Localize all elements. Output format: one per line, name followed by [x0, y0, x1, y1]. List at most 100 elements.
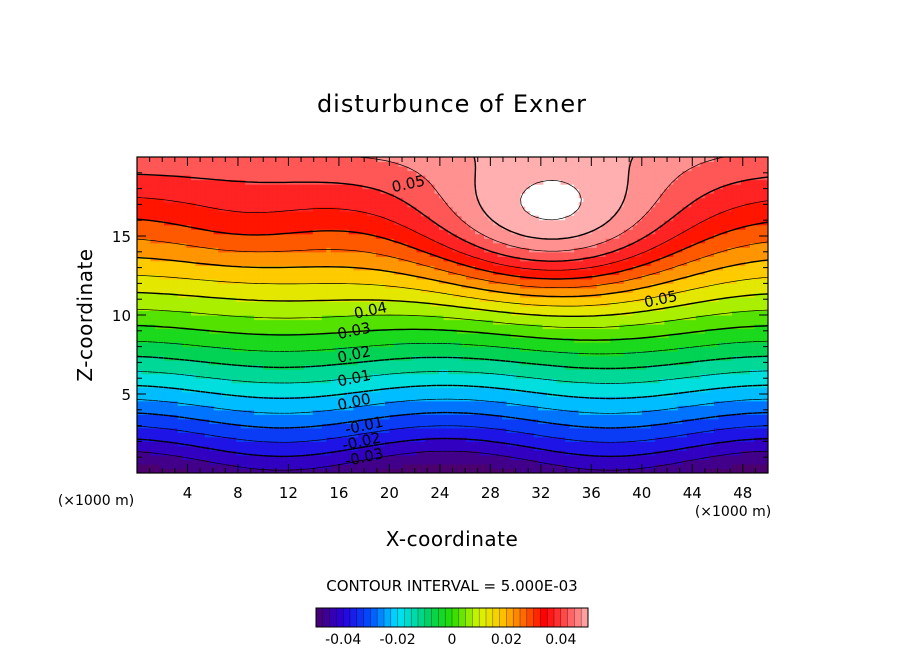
contour-cell	[137, 206, 143, 212]
contour-cell	[303, 301, 309, 307]
contour-cell	[245, 292, 251, 298]
contour-cell	[227, 441, 233, 447]
contour-cell	[173, 427, 179, 433]
contour-cell	[254, 260, 260, 266]
contour-cell	[384, 468, 390, 473]
contour-cell	[272, 278, 278, 284]
contour-cell	[168, 459, 174, 465]
contour-cell	[357, 346, 363, 352]
contour-cell	[393, 292, 400, 298]
contour-cell	[339, 166, 345, 172]
contour-cell	[326, 418, 332, 424]
contour-cell	[312, 224, 318, 230]
contour-cell	[447, 242, 454, 248]
contour-cell	[141, 175, 147, 181]
contour-cell	[294, 301, 300, 307]
contour-cell	[344, 274, 350, 280]
contour-cell	[240, 360, 246, 366]
contour-cell	[447, 468, 454, 473]
contour-cell	[150, 463, 156, 470]
contour-cell	[272, 324, 278, 330]
contour-cell	[353, 373, 359, 379]
contour-cell	[218, 251, 224, 257]
contour-cell	[272, 301, 278, 307]
contour-cell	[263, 238, 269, 244]
contour-cell	[281, 454, 287, 461]
contour-cell	[398, 454, 404, 461]
contour-cell	[375, 351, 381, 357]
contour-cell	[164, 265, 170, 271]
contour-cell	[240, 292, 246, 298]
contour-cell	[348, 436, 354, 442]
contour-cell	[254, 274, 260, 280]
contour-cell	[177, 188, 183, 194]
contour-cell	[209, 157, 215, 163]
contour-cell	[371, 373, 377, 379]
contour-cell	[308, 468, 314, 473]
contour-cell	[344, 409, 350, 415]
contour-cell	[213, 170, 219, 176]
contour-cell	[348, 459, 354, 465]
contour-cell	[240, 229, 246, 235]
contour-cell	[258, 355, 264, 361]
contour-cell	[146, 179, 152, 185]
contour-cell	[438, 405, 445, 411]
contour-cell	[195, 391, 201, 397]
contour-cell	[191, 256, 197, 262]
contour-cell	[263, 463, 269, 470]
contour-cell	[209, 405, 215, 411]
contour-cell	[263, 450, 269, 456]
contour-cell	[227, 166, 233, 172]
contour-cell	[375, 315, 381, 321]
contour-cell	[267, 319, 273, 325]
contour-cell	[164, 224, 170, 230]
contour-cell	[209, 301, 215, 307]
contour-cell	[416, 405, 422, 411]
contour-cell	[366, 238, 372, 244]
contour-cell	[308, 355, 314, 361]
contour-cell	[191, 396, 197, 402]
contour-cell	[267, 432, 273, 438]
contour-cell	[330, 260, 336, 266]
contour-cell	[434, 274, 440, 280]
contour-cell	[362, 396, 368, 402]
contour-cell	[407, 396, 413, 402]
contour-cell	[281, 432, 287, 438]
contour-cell	[438, 360, 445, 366]
contour-cell	[443, 211, 449, 217]
contour-cell	[348, 224, 354, 230]
contour-cell	[209, 193, 215, 199]
contour-cell	[362, 378, 368, 384]
contour-field	[137, 157, 768, 473]
contour-cell	[155, 247, 161, 253]
contour-cell	[146, 287, 152, 294]
contour-cell	[317, 360, 323, 366]
contour-cell	[200, 292, 206, 298]
contour-cell	[200, 287, 206, 294]
contour-cell	[231, 211, 237, 217]
contour-cell	[254, 414, 260, 420]
contour-cell	[312, 405, 318, 411]
contour-cell	[429, 333, 436, 339]
contour-cell	[362, 400, 368, 406]
contour-cell	[186, 197, 192, 203]
contour-cell	[222, 220, 228, 226]
contour-cell	[321, 400, 327, 406]
contour-cell	[137, 157, 143, 163]
contour-cell	[339, 468, 345, 473]
contour-cell	[362, 391, 368, 397]
contour-cell	[303, 238, 309, 244]
contour-cell	[173, 220, 179, 226]
contour-cell	[164, 292, 170, 298]
contour-cell	[173, 400, 179, 406]
contour-cell	[245, 463, 251, 470]
contour-cell	[402, 351, 409, 357]
contour-cell	[227, 378, 233, 384]
contour-cell	[245, 242, 251, 248]
contour-cell	[371, 441, 377, 447]
contour-cell	[218, 315, 224, 321]
contour-cell	[240, 269, 246, 275]
contour-cell	[443, 441, 449, 447]
contour-cell	[407, 161, 413, 167]
contour-cell	[294, 215, 300, 221]
